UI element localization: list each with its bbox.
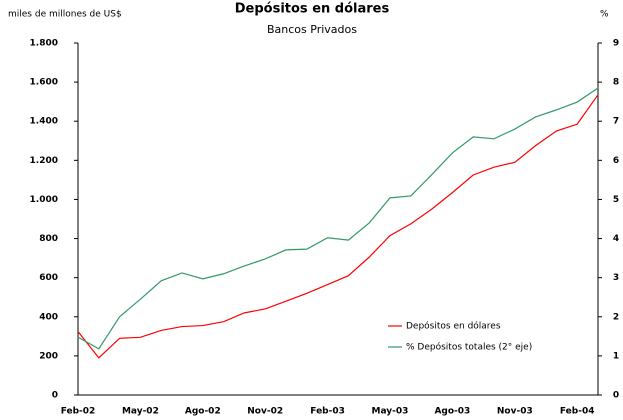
- y2-tick-label: 6: [613, 156, 619, 166]
- x-tick-label: Feb-03: [310, 407, 345, 417]
- y2-tick-label: 9: [613, 39, 619, 49]
- y-tick-label: 200: [39, 351, 58, 361]
- chart-title: Depósitos en dólares: [235, 2, 390, 17]
- x-tick-label: Feb-02: [61, 407, 96, 417]
- series-line: [77, 87, 599, 350]
- chart-subtitle: Bancos Privados: [267, 23, 357, 36]
- y2-tick-label: 8: [613, 78, 619, 88]
- legend-label: Depósitos en dólares: [406, 321, 501, 332]
- y2-tick-label: 4: [613, 234, 619, 244]
- x-tick-label: Nov-03: [497, 407, 533, 417]
- y-tick-label: 1.000: [30, 195, 58, 205]
- y2-tick-label: 1: [613, 351, 619, 361]
- y-tick-label: 1.800: [30, 39, 58, 49]
- x-tick-label: May-03: [372, 407, 409, 417]
- legend-label: % Depósitos totales (2° eje): [406, 342, 532, 353]
- y-tick-label: 1.200: [30, 156, 58, 166]
- y-tick-label: 400: [39, 312, 58, 322]
- x-tick-label: Nov-02: [247, 407, 283, 417]
- y2-axis-label: %: [600, 10, 609, 20]
- series-line: [77, 94, 599, 359]
- x-tick-label: May-02: [122, 407, 159, 417]
- y2-tick-label: 3: [613, 273, 619, 283]
- y2-tick-label: 7: [613, 117, 619, 127]
- legend: [382, 316, 532, 358]
- y2-tick-label: 0: [613, 391, 619, 401]
- y2-tick-label: 2: [613, 312, 619, 322]
- x-tick-label: Feb-04: [560, 407, 595, 417]
- y-tick-label: 800: [39, 234, 58, 244]
- y-tick-label: 1.600: [30, 78, 58, 88]
- y-tick-label: 0: [52, 391, 58, 401]
- y-tick-label: 1.400: [30, 117, 58, 127]
- x-tick-label: Ago-03: [434, 407, 470, 417]
- y-tick-label: 600: [39, 273, 58, 283]
- y-axis-label: miles de millones de US$: [8, 10, 122, 20]
- x-tick-label: Ago-02: [185, 407, 221, 417]
- y2-tick-label: 5: [613, 195, 619, 205]
